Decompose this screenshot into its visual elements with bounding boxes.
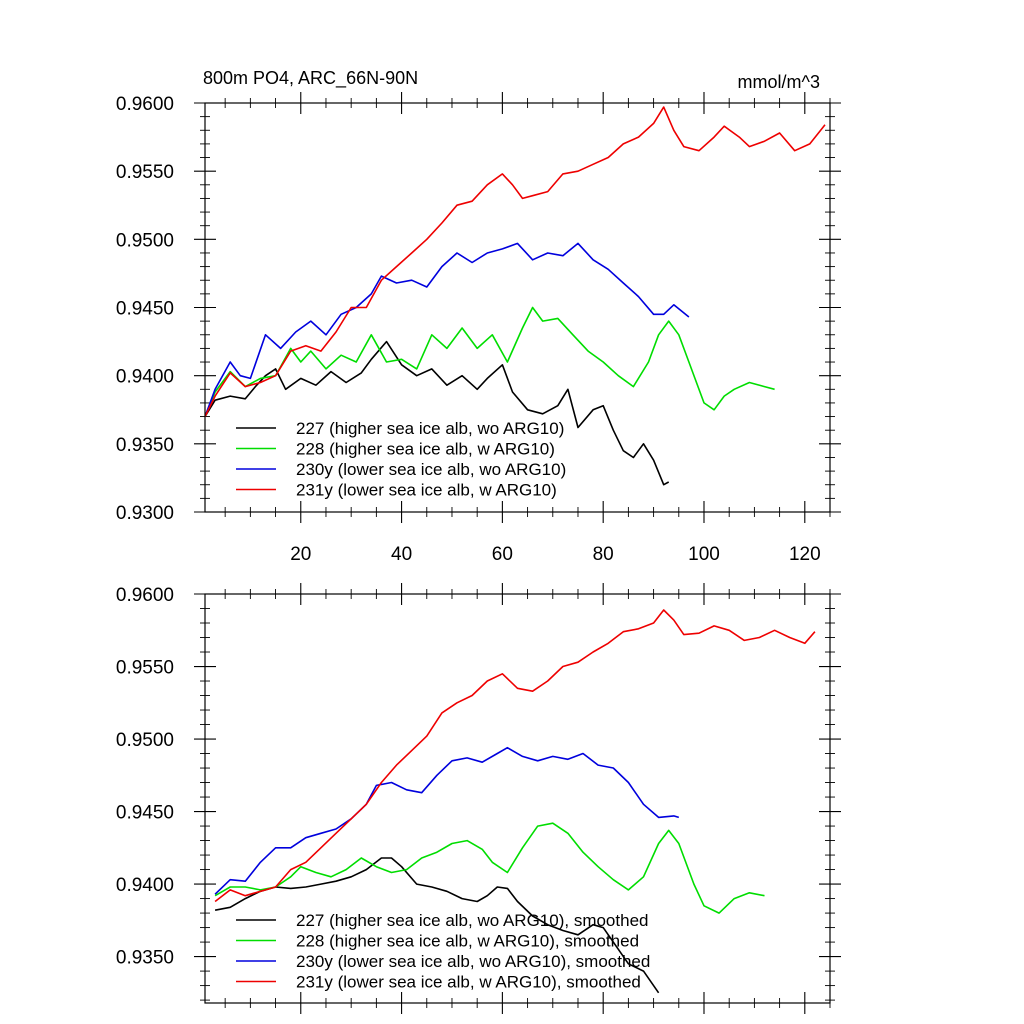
legend-label: 231y (lower sea ice alb, w ARG10): [296, 481, 557, 500]
series-line: [205, 306, 775, 417]
x-tick-label: 100: [688, 544, 720, 565]
legend: 227 (higher sea ice alb, wo ARG10), smoo…: [236, 911, 650, 992]
x-tick-label: 120: [789, 544, 821, 565]
y-tick-label: 0.9450: [116, 803, 174, 824]
y-tick-label: 0.9350: [116, 435, 174, 456]
y-tick-label: 0.9400: [116, 367, 174, 388]
series-line: [214, 857, 660, 994]
units-label: mmol/m^3: [738, 72, 820, 92]
series-line: [205, 106, 826, 417]
top-line-chart: 800m PO4, ARC_66N-90N mmol/m^3 20 40 60 80 1…: [116, 68, 841, 565]
series-line: [214, 609, 816, 903]
bottom-smoothed-line-chart: 0.9350 0.9400 0.9450 0.9500 0.9550 0.9600 227…: [116, 583, 841, 1014]
series-lines: [205, 106, 826, 486]
legend-label: 231y (lower sea ice alb, w ARG10), smoot…: [296, 973, 641, 992]
series-lines: [214, 609, 816, 994]
legend: 227 (higher sea ice alb, wo ARG10) 228 (h…: [236, 419, 566, 500]
y-tick-label: 0.9300: [116, 503, 174, 524]
y-tick-label: 0.9450: [116, 299, 174, 320]
legend-label: 228 (higher sea ice alb, w ARG10), smoot…: [296, 932, 639, 951]
legend-label: 227 (higher sea ice alb, wo ARG10), smoo…: [296, 911, 648, 930]
plot-frame: [204, 593, 831, 1004]
chart-title: 800m PO4, ARC_66N-90N: [203, 68, 418, 89]
legend-label: 228 (higher sea ice alb, w ARG10): [296, 440, 555, 459]
plot-frame: [204, 102, 831, 513]
y-tick-label: 0.9500: [116, 230, 174, 251]
y-tick-label: 0.9400: [116, 875, 174, 896]
y-tick-label: 0.9500: [116, 730, 174, 751]
y-tick-label: 0.9550: [116, 658, 174, 679]
legend-label: 227 (higher sea ice alb, wo ARG10): [296, 419, 564, 438]
x-tick-label: 60: [492, 544, 513, 565]
y-tick-label: 0.9350: [116, 948, 174, 969]
x-tick-label: 20: [290, 544, 311, 565]
series-line: [214, 822, 765, 914]
legend-label: 230y (lower sea ice alb, wo ARG10): [296, 460, 566, 479]
x-tick-label: 40: [391, 544, 412, 565]
series-line: [205, 242, 690, 417]
series-line: [214, 746, 680, 895]
y-tick-label: 0.9600: [116, 585, 174, 606]
y-tick-label: 0.9600: [116, 94, 174, 115]
y-tick-label: 0.9550: [116, 162, 174, 183]
x-tick-label: 80: [593, 544, 614, 565]
legend-label: 230y (lower sea ice alb, wo ARG10), smoo…: [296, 952, 650, 971]
